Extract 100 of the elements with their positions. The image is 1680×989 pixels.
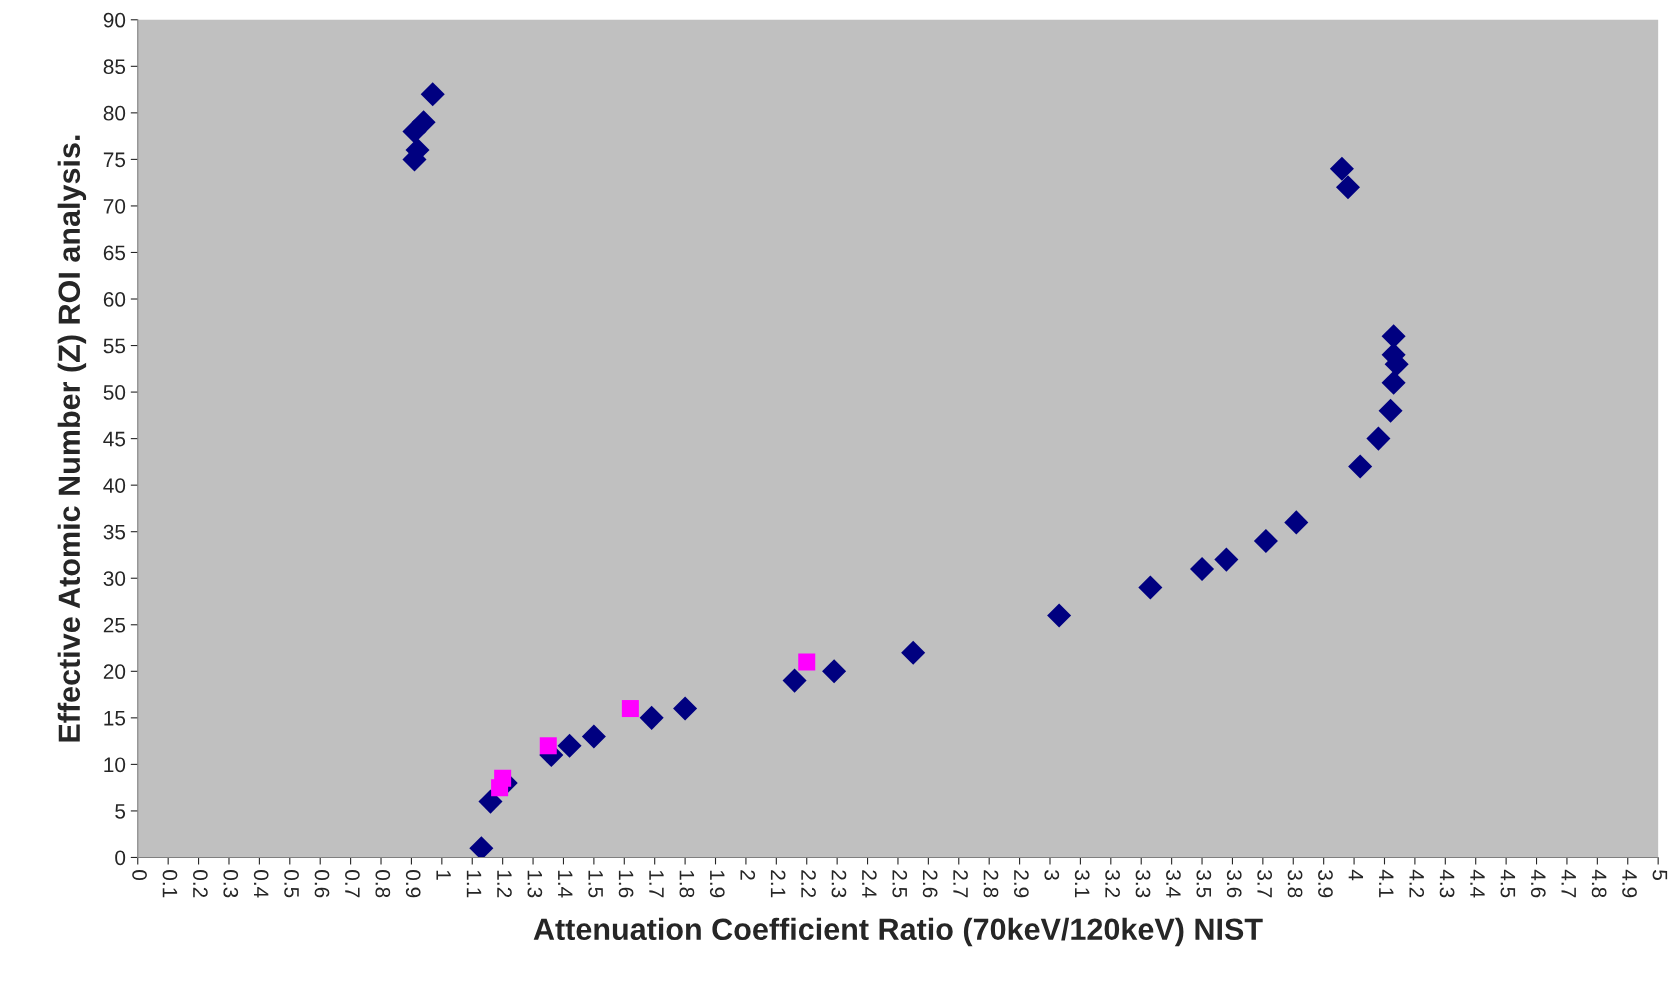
point [1348, 454, 1373, 479]
x-tick-label: 3.4 [1166, 870, 1181, 898]
x-tick-label: 1 [436, 870, 451, 880]
x-tick-label: 4.1 [1379, 869, 1394, 898]
x-tick-label: 3.9 [1318, 870, 1333, 898]
point [539, 737, 557, 755]
x-tick-label: 4.5 [1500, 869, 1516, 898]
y-tick-label: 15 [104, 711, 126, 726]
y-tick-label: 40 [103, 478, 126, 493]
x-tick-label: 4.3 [1439, 869, 1455, 898]
x-tick-label: 4.6 [1530, 869, 1546, 898]
x-tick-label: 2 [740, 870, 756, 880]
y-tick-label: 50 [103, 385, 126, 400]
y-tick-label: 85 [103, 59, 126, 75]
x-tick-label: 1.9 [709, 870, 725, 898]
x-tick-label: 3 [1044, 870, 1060, 880]
x-tick-label: 3.5 [1196, 870, 1212, 898]
x-tick-label: 2.6 [922, 870, 938, 898]
x-tick-label: 3.2 [1105, 870, 1120, 898]
point [1190, 556, 1215, 581]
y-tick-label: 5 [115, 804, 126, 819]
point [1335, 175, 1361, 200]
point [782, 668, 807, 693]
x-tick-label: 1.5 [588, 870, 603, 898]
x-tick-label: 3.6 [1226, 870, 1242, 898]
x-tick-label: 1.6 [618, 870, 634, 898]
x-tick-label: 5 [1652, 870, 1668, 880]
y-tick-label: 35 [103, 524, 126, 540]
point [478, 789, 503, 814]
y-axis-title: Effective Atomic Number (Z) ROI analysis. [57, 135, 87, 742]
y-tick-label: 60 [103, 292, 126, 307]
x-tick-label: 2.5 [892, 870, 908, 898]
x-axis-title: Attenuation Coefficient Ratio (70keV/120keV) NIST [533, 917, 1263, 947]
x-tick-label: 0.3 [223, 870, 239, 898]
x-tick-label: 1.3 [527, 870, 543, 898]
x-tick-label: 2.9 [1014, 870, 1029, 898]
x-tick-label: 0.8 [375, 870, 391, 898]
x-tick-label: 4.4 [1470, 869, 1485, 898]
point [798, 653, 816, 671]
x-tick-label: 0.7 [345, 870, 360, 898]
point [1253, 528, 1278, 554]
x-tick-label: 3.3 [1135, 870, 1151, 898]
point [469, 836, 494, 858]
y-tick-label: 70 [103, 198, 126, 214]
point [639, 705, 664, 730]
x-tick-label: 0.4 [253, 870, 269, 898]
x-tick-label: 2.7 [953, 870, 968, 898]
x-tick-label: 0 [132, 870, 147, 881]
point [1138, 575, 1163, 600]
point [1214, 547, 1239, 572]
point [1378, 398, 1403, 423]
point [822, 659, 847, 684]
point [411, 110, 436, 135]
y-tick-label: 90 [103, 12, 126, 28]
y-tick-label: 10 [104, 757, 126, 773]
point [1381, 370, 1406, 395]
y-tick-label: 75 [103, 152, 126, 168]
x-tick-label: 2.8 [983, 870, 999, 898]
x-tick-label: 1.4 [558, 870, 573, 898]
y-tick-label: 45 [103, 431, 126, 447]
point [581, 724, 606, 749]
y-tick-label: 80 [103, 105, 126, 121]
y-tick-label: 20 [103, 664, 126, 680]
x-tick-label: 4.7 [1561, 869, 1576, 898]
x-tick-label: 1.8 [679, 870, 695, 898]
y-tick-label: 55 [103, 338, 126, 354]
x-tick-label: 3.7 [1257, 870, 1273, 898]
x-tick-label: 4 [1348, 869, 1364, 881]
y-tick-label: 30 [103, 571, 126, 586]
x-tick-label: 3.1 [1074, 870, 1090, 898]
point [1381, 324, 1406, 349]
x-tick-label: 4.9 [1622, 869, 1637, 898]
point [491, 779, 509, 797]
x-tick-label: 0.9 [405, 870, 421, 898]
x-tick-label: 2.2 [801, 870, 816, 898]
point [901, 640, 926, 665]
x-tick-label: 0.5 [284, 870, 299, 898]
x-tick-label: 0.2 [192, 870, 208, 898]
y-tick-label: 25 [103, 617, 126, 633]
y-tick-label: 65 [103, 245, 126, 261]
x-tick-label: 2.3 [831, 870, 847, 898]
x-tick-label: 3.8 [1287, 870, 1303, 898]
x-tick-label: 4.8 [1591, 869, 1607, 898]
x-tick-label: 1.1 [466, 870, 482, 898]
x-tick-label: 0.6 [314, 870, 330, 898]
y-tick-label: 0 [115, 850, 126, 866]
x-tick-label: 1.7 [649, 870, 664, 898]
point [673, 696, 698, 721]
x-tick-label: 2.1 [770, 870, 786, 898]
point [1284, 510, 1309, 535]
point [420, 82, 445, 107]
point [557, 733, 582, 758]
x-tick-label: 1.2 [497, 870, 512, 898]
point [1329, 156, 1354, 181]
x-tick-label: 4.2 [1409, 869, 1425, 898]
x-tick-label: 0.1 [162, 870, 178, 898]
x-tick-label: 2.4 [862, 870, 877, 898]
point [1366, 426, 1391, 451]
point [1047, 603, 1072, 628]
point [621, 700, 639, 718]
